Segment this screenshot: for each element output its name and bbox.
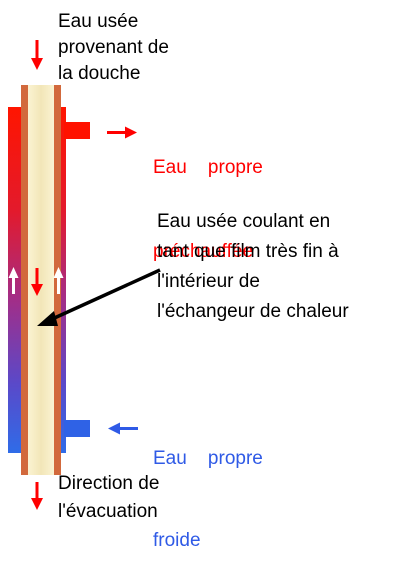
heat-exchanger-diagram [8, 40, 161, 510]
drain-direction-label: Direction de l'évacuation [58, 470, 159, 526]
hot-outlet-stub [64, 122, 90, 139]
film-annotation-line-3: l'intérieur de [157, 271, 260, 292]
cold-water-line-2: froide [153, 530, 201, 551]
film-annotation-line-1: Eau usée coulant en [157, 211, 331, 232]
drain-direction-line-2: l'évacuation [58, 501, 158, 522]
inner-pipe-wall-left [21, 85, 28, 475]
cold-inlet-arrow [108, 422, 138, 435]
cold-water-label: Eau propre froide [153, 394, 263, 580]
preheated-water-label: Eau propre préchauffée [153, 103, 263, 291]
upflow-arrow-right [53, 267, 64, 294]
drain-direction-line-1: Direction de [58, 473, 160, 494]
preheated-water-line-1: Eau propre [153, 157, 263, 178]
preheated-water-line-2: préchauffée [153, 241, 254, 262]
wastewater-inlet-line-3: la douche [58, 63, 141, 84]
wastewater-inlet-label: Eau usée provenant de la douche [58, 9, 169, 87]
film-annotation-label: Eau usée coulant en tant que film très f… [157, 207, 349, 327]
cold-water-line-1: Eau propre [153, 448, 263, 469]
film-pointer-arrow [37, 268, 161, 326]
film-annotation-line-4: l'échangeur de chaleur [157, 301, 349, 322]
wastewater-inlet-arrow [31, 40, 43, 70]
wastewater-inlet-line-2: provenant de [58, 37, 169, 58]
film-annotation-line-2: tant que film très fin à [157, 241, 339, 262]
upflow-arrow-left [8, 267, 19, 294]
wastewater-inlet-line-1: Eau usée [58, 11, 139, 32]
downflow-arrow-center [31, 268, 43, 296]
cold-inlet-stub [64, 420, 90, 437]
inner-pipe [27, 85, 55, 475]
preheated-outlet-arrow [107, 126, 137, 139]
drain-arrow [31, 482, 43, 510]
